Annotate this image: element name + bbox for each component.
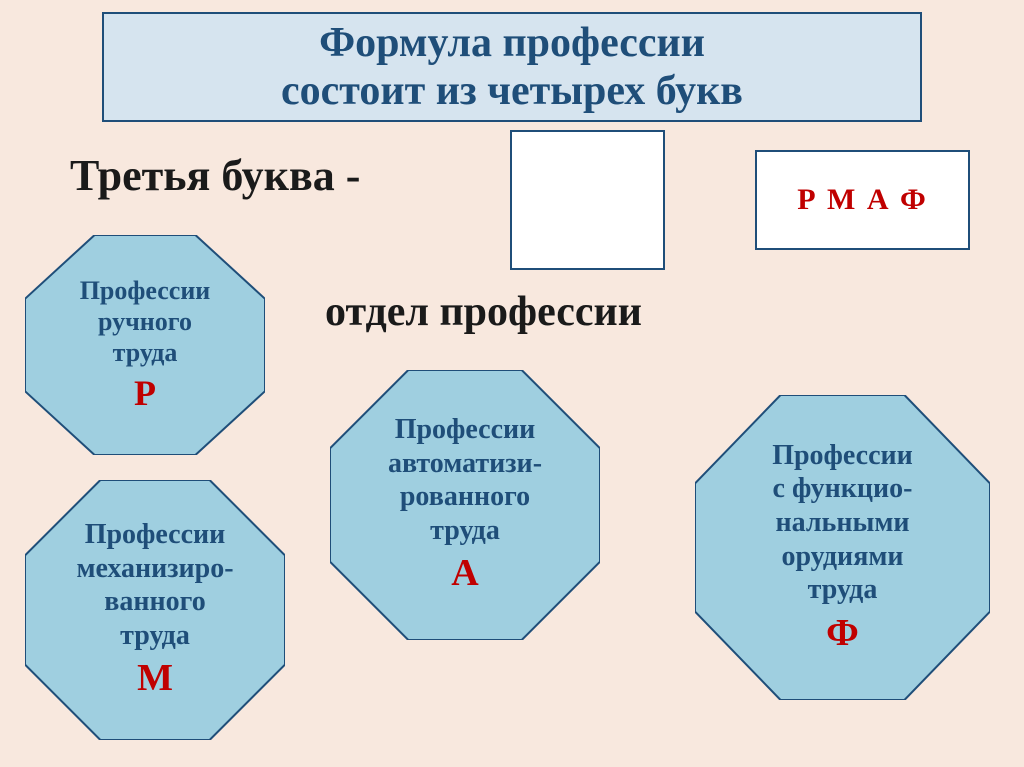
octagon-line: ручного [98,306,192,337]
octagon-line: рованного [400,480,530,514]
slide: Формула профессии состоит из четырех бук… [0,0,1024,767]
title-line1: Формула профессии [319,19,705,67]
octagon-content: Профессиис функцио-нальнымиорудиямитруда… [695,395,990,700]
octagon-4: Профессиис функцио-нальнымиорудиямитруда… [695,395,990,700]
octagon-letter: Р [134,372,156,415]
octagon-line: Профессии [80,275,211,306]
octagon-1: Профессииручноготруда Р [25,235,265,455]
octagon-line: с функцио- [773,472,913,506]
octagon-line: ванного [104,585,205,619]
octagon-line: автоматизи- [388,447,542,481]
letters-box: Р М А Ф [755,150,970,250]
octagon-content: Профессииручноготруда Р [25,235,265,455]
octagon-line: труда [120,619,190,653]
octagon-letter: М [137,656,173,702]
octagon-letter: Ф [826,611,859,657]
octagon-line: труда [430,514,500,548]
octagon-letter: А [451,551,478,597]
octagon-content: Профессиимеханизиро-ванноготрудаМ [25,480,285,740]
octagon-line: Профессии [395,413,536,447]
octagon-line: Профессии [772,439,913,473]
octagon-line: механизиро- [76,552,233,586]
octagon-3: Профессииавтоматизи-рованноготрудаА [330,370,600,640]
letters-text: Р М А Ф [797,183,928,217]
octagon-2: Профессиимеханизиро-ванноготрудаМ [25,480,285,740]
section-label: отдел профессии [325,288,642,336]
octagon-line: труда [808,573,878,607]
octagon-line: труда [113,337,178,368]
octagon-line: орудиями [781,540,903,574]
octagon-content: Профессииавтоматизи-рованноготрудаА [330,370,600,640]
octagon-line: нальными [775,506,909,540]
title-line2: состоит из четырех букв [281,67,743,115]
blank-box [510,130,665,270]
octagon-line: Профессии [85,518,226,552]
title-box: Формула профессии состоит из четырех бук… [102,12,922,122]
subtitle: Третья буква - [70,150,360,201]
